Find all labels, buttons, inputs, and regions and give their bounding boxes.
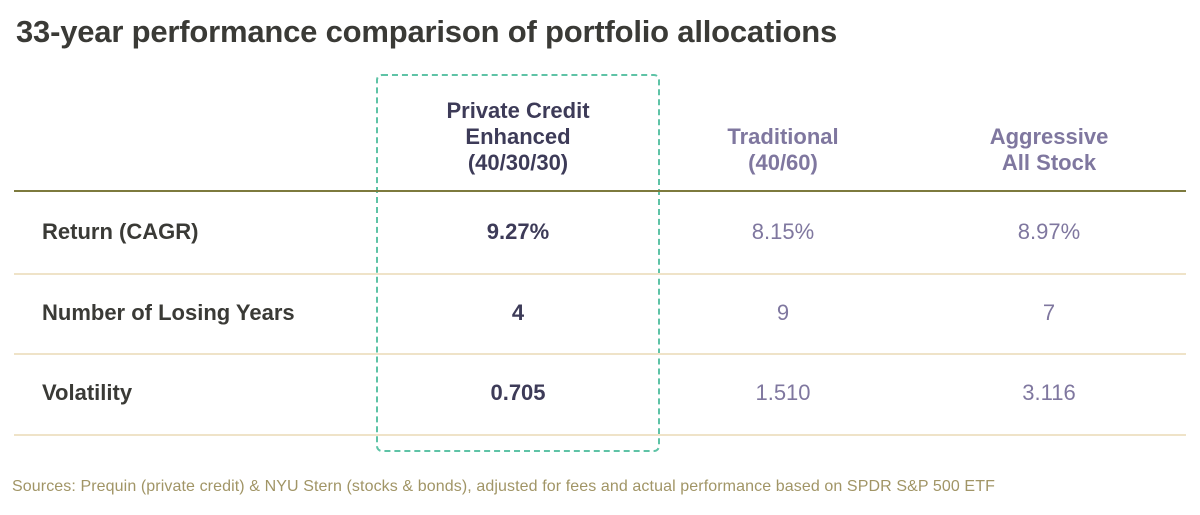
column-header-traditional: Traditional (40/60) [727,124,839,175]
cell-private-credit: 9.27% [486,219,550,245]
column-header-aggressive: Aggressive All Stock [989,124,1109,175]
cell-traditional: 9 [776,299,790,325]
row-divider [14,433,1186,436]
row-label: Volatility [42,380,133,406]
row-label: Return (CAGR) [42,219,199,245]
cell-aggressive: 7 [1042,299,1056,325]
cell-private-credit: 4 [511,299,525,325]
row-label: Number of Losing Years [42,299,295,325]
cell-traditional: 8.15% [751,219,815,245]
column-header-private-credit: Private Credit Enhanced (40/30/30) [446,98,590,175]
header-divider [14,190,1186,192]
cell-traditional: 1.510 [755,380,811,406]
row-divider [14,353,1186,355]
row-divider [14,272,1186,275]
highlighted-column-frame [376,74,660,452]
source-note: Sources: Prequin (private credit) & NYU … [12,478,995,495]
cell-aggressive: 3.116 [1022,380,1076,406]
cell-private-credit: 0.705 [490,380,546,406]
cell-aggressive: 8.97% [1017,219,1081,245]
chart-title: 33-year performance comparison of portfo… [16,14,838,49]
